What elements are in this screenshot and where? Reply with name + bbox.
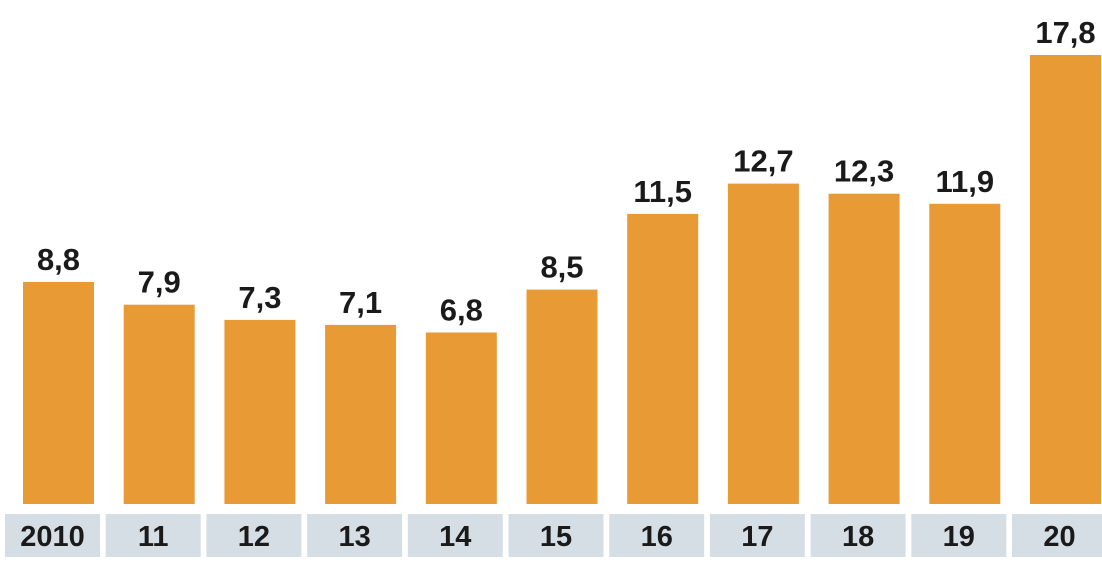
value-label-16: 11,5 bbox=[633, 174, 692, 209]
bar-16 bbox=[627, 213, 699, 504]
bar-18 bbox=[828, 193, 900, 504]
category-band bbox=[105, 514, 201, 557]
category-band bbox=[709, 514, 805, 557]
x-tick-label-16: 16 bbox=[641, 521, 673, 553]
value-label-group: 8,8 7,9 7,3 7,1 6,8 8,5 11,5 12,7 12,3 11,9 17,8 bbox=[37, 15, 1096, 328]
x-tick-label-11: 11 bbox=[138, 521, 169, 553]
x-tick-label-19: 19 bbox=[943, 521, 975, 553]
value-label-18: 12,3 bbox=[834, 154, 894, 189]
x-tick-label-2010: 2010 bbox=[20, 521, 85, 553]
value-label-11: 7,9 bbox=[138, 265, 181, 300]
x-tick-label-13: 13 bbox=[338, 521, 370, 553]
value-label-12: 7,3 bbox=[238, 280, 281, 315]
x-tick-label-group: 2010 11 12 13 14 15 16 17 18 19 20 bbox=[20, 521, 1075, 553]
value-label-15: 8,5 bbox=[540, 250, 583, 285]
bar-15 bbox=[526, 289, 598, 504]
value-label-2010: 8,8 bbox=[37, 242, 80, 277]
x-tick-label-18: 18 bbox=[842, 521, 874, 553]
x-tick-label-14: 14 bbox=[439, 521, 471, 553]
category-band bbox=[810, 514, 906, 557]
bar-group bbox=[23, 55, 1101, 505]
bar-2010 bbox=[23, 282, 94, 504]
x-tick-label-15: 15 bbox=[540, 521, 572, 553]
category-band bbox=[5, 514, 100, 557]
bar-11 bbox=[123, 304, 195, 504]
category-band bbox=[911, 514, 1007, 557]
category-band bbox=[609, 514, 705, 557]
value-label-17: 12,7 bbox=[733, 144, 793, 179]
x-tick-label-12: 12 bbox=[238, 521, 270, 553]
value-label-19: 11,9 bbox=[935, 164, 994, 199]
bar-12 bbox=[224, 319, 296, 504]
category-band bbox=[307, 514, 403, 557]
x-tick-label-17: 17 bbox=[741, 521, 773, 553]
bar-13 bbox=[325, 324, 397, 504]
x-tick-label-20: 20 bbox=[1043, 521, 1075, 553]
value-label-20: 17,8 bbox=[1035, 15, 1095, 50]
bar-20 bbox=[1030, 55, 1101, 504]
bar-17 bbox=[727, 183, 799, 504]
category-band bbox=[1012, 514, 1102, 557]
value-label-13: 7,1 bbox=[339, 285, 382, 320]
value-label-14: 6,8 bbox=[440, 293, 483, 328]
category-band bbox=[407, 514, 503, 557]
category-band-group bbox=[5, 514, 1102, 557]
bar-14 bbox=[425, 332, 497, 504]
bar-19 bbox=[929, 203, 1001, 505]
category-band bbox=[508, 514, 604, 557]
category-band bbox=[206, 514, 302, 557]
